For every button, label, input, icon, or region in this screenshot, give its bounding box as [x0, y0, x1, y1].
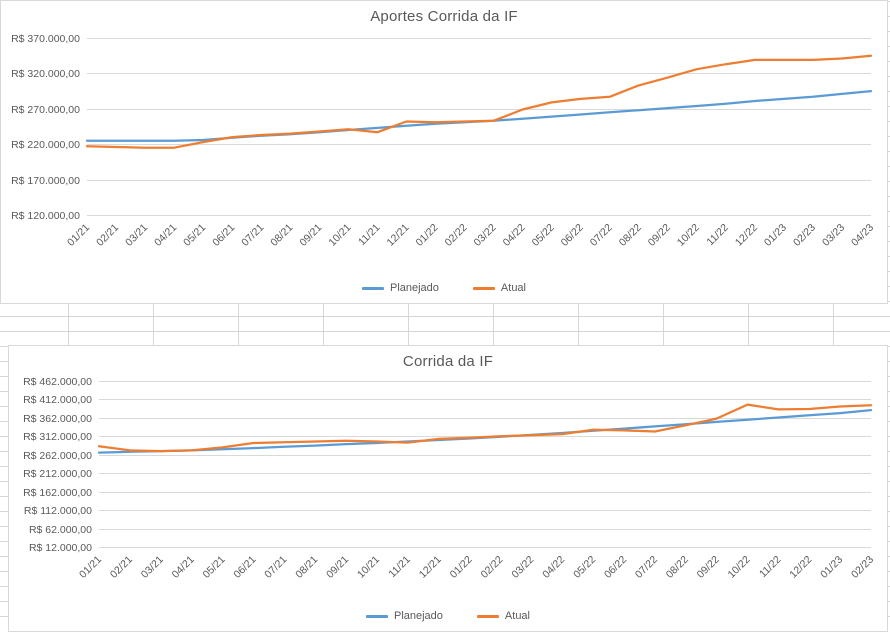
x-axis-label: 02/21 — [94, 222, 121, 249]
chart-title: Corrida da IF — [402, 352, 494, 370]
x-axis-label: 07/21 — [262, 554, 289, 581]
x-axis-label: 10/21 — [355, 554, 382, 581]
x-axis-label: 05/22 — [530, 222, 557, 249]
chart-plot-area: R$ 120.000,00 R$ 170.000,00 R$ 220.000,00 R… — [11, 33, 876, 249]
x-axis-label: 09/22 — [695, 554, 722, 581]
x-axis-label: 09/21 — [297, 222, 324, 249]
chart-aportes-corrida-da-if[interactable]: Aportes Corrida da IF R$ 120.000,00 R$ 17… — [0, 0, 888, 304]
x-axis-label: 12/21 — [384, 222, 411, 249]
x-axis-label: 01/22 — [413, 222, 440, 249]
x-axis-label: 02/22 — [443, 222, 470, 249]
x-axis-label: 02/23 — [791, 222, 818, 249]
x-axis-label: 07/22 — [633, 554, 660, 581]
x-axis-label: 06/21 — [231, 554, 258, 581]
legend-line-swatch — [472, 286, 495, 290]
x-axis-label: 04/22 — [540, 554, 567, 581]
x-axis-label: 11/21 — [386, 554, 413, 581]
x-axis-label: 03/21 — [123, 222, 150, 249]
y-axis-tick-label: R$ 462.000,00 — [23, 376, 92, 388]
x-axis-label: 08/21 — [293, 554, 320, 581]
x-axis-label: 01/22 — [448, 554, 475, 581]
x-axis-label: 08/22 — [664, 554, 691, 581]
x-axis-label: 01/21 — [77, 554, 104, 581]
x-axis-label: 01/21 — [65, 222, 92, 249]
x-axis-label: 12/22 — [733, 222, 760, 249]
x-axis-label: 04/21 — [170, 554, 197, 581]
legend-label: Atual — [500, 282, 526, 294]
y-axis-tick-label: R$ 12.000,00 — [29, 542, 92, 554]
legend-item-planejado[interactable]: Planejado — [361, 282, 439, 294]
y-axis-tick-label: R$ 370.000,00 — [11, 33, 80, 45]
x-axis-label: 06/22 — [559, 222, 586, 249]
chart-legend: Planejado Atual — [9, 603, 887, 629]
x-axis-label: 09/22 — [646, 222, 673, 249]
y-axis-tick-label: R$ 220.000,00 — [11, 139, 80, 151]
x-axis-label: 07/22 — [588, 222, 615, 249]
y-axis-tick-label: R$ 270.000,00 — [11, 104, 80, 116]
legend-line-swatch — [476, 614, 499, 618]
y-axis-tick-label: R$ 362.000,00 — [23, 413, 92, 425]
x-axis-label: 01/23 — [762, 222, 789, 249]
x-axis-label: 11/22 — [757, 554, 784, 581]
x-axis-label: 02/21 — [108, 554, 135, 581]
x-axis-label: 06/22 — [602, 554, 629, 581]
x-axis-label: 06/21 — [210, 222, 237, 249]
x-axis-label: 04/22 — [501, 222, 528, 249]
y-axis-tick-label: R$ 412.000,00 — [23, 394, 92, 406]
legend-line-swatch — [365, 614, 388, 618]
legend-item-atual[interactable]: Atual — [472, 282, 526, 294]
y-axis-tick-label: R$ 112.000,00 — [24, 505, 92, 517]
y-axis-tick-label: R$ 312.000,00 — [23, 431, 92, 443]
legend-label: Planejado — [389, 282, 439, 294]
chart-legend: Planejado Atual — [1, 275, 887, 301]
x-axis-label: 04/21 — [152, 222, 179, 249]
x-axis-label: 11/21 — [356, 222, 383, 249]
y-axis-tick-label: R$ 120.000,00 — [11, 210, 80, 222]
x-axis-label: 03/21 — [139, 554, 166, 581]
x-axis-label: 04/23 — [849, 222, 876, 249]
series-line-planejado[interactable] — [85, 89, 873, 142]
y-axis-tick-label: R$ 320.000,00 — [11, 68, 80, 80]
x-axis-label: 07/21 — [239, 222, 266, 249]
x-axis-label: 12/22 — [787, 554, 814, 581]
y-axis-tick-label: R$ 212.000,00 — [23, 468, 92, 480]
x-axis-label: 03/22 — [472, 222, 499, 249]
x-axis-label: 02/22 — [478, 554, 505, 581]
chart-plot-area: R$ 12.000,00 R$ 62.000,00 R$ 112.000,00 R$ … — [23, 376, 876, 581]
y-axis-tick-label: R$ 262.000,00 — [23, 450, 92, 462]
series-line-atual[interactable] — [85, 54, 873, 149]
series-line-atual[interactable] — [97, 403, 873, 453]
legend-item-planejado[interactable]: Planejado — [365, 610, 443, 622]
x-axis-label: 05/21 — [181, 222, 208, 249]
x-axis-label: 03/22 — [509, 554, 536, 581]
legend-line-swatch — [361, 286, 384, 290]
x-axis-label: 10/22 — [726, 554, 753, 581]
chart-corrida-da-if[interactable]: Corrida da IF R$ 12.000,00 R$ 62.000,00 R$… — [8, 345, 888, 632]
x-axis-label: 02/23 — [849, 554, 876, 581]
y-axis-tick-label: R$ 62.000,00 — [29, 524, 92, 536]
x-axis-label: 05/21 — [201, 554, 228, 581]
x-axis-label: 03/23 — [820, 222, 847, 249]
x-axis-label: 10/21 — [326, 222, 353, 249]
y-axis-tick-label: R$ 162.000,00 — [23, 487, 92, 499]
y-axis-tick-label: R$ 170.000,00 — [11, 175, 80, 187]
x-axis-label: 10/22 — [675, 222, 702, 249]
x-axis-label: 12/21 — [417, 554, 444, 581]
x-axis-label: 05/22 — [571, 554, 598, 581]
x-axis-label: 01/23 — [818, 554, 845, 581]
x-axis-label: 08/21 — [268, 222, 295, 249]
x-axis-label: 11/22 — [704, 222, 731, 249]
legend-label: Planejado — [393, 610, 443, 622]
x-axis-label: 08/22 — [617, 222, 644, 249]
chart-title: Aportes Corrida da IF — [370, 7, 518, 25]
legend-label: Atual — [504, 610, 530, 622]
series-line-planejado[interactable] — [97, 408, 873, 454]
x-axis-label: 09/21 — [324, 554, 351, 581]
legend-item-atual[interactable]: Atual — [476, 610, 530, 622]
